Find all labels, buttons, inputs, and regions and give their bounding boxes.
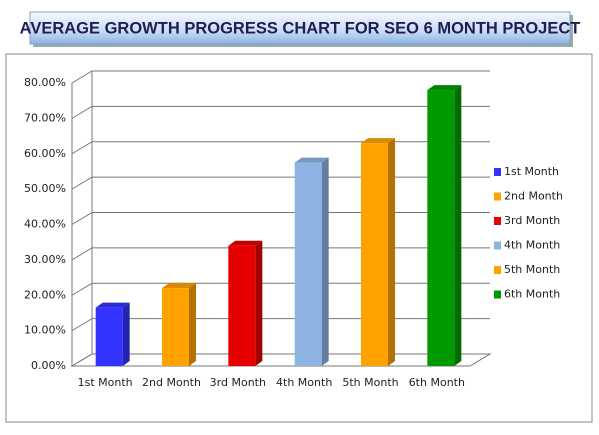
grid-line	[71, 141, 490, 155]
grid-line	[71, 212, 490, 225]
legend-swatch	[494, 290, 501, 299]
bar-top	[294, 157, 329, 163]
banner	[29, 11, 571, 45]
bar-side	[321, 157, 329, 366]
bar-top	[427, 85, 462, 91]
legend-label: 4th Month	[504, 239, 560, 252]
bar	[427, 90, 455, 366]
bar-side	[454, 85, 462, 366]
legend-label: 2nd Month	[504, 190, 563, 203]
x-tick-label: 6th Month	[409, 376, 465, 389]
bar-top	[361, 138, 395, 144]
x-tick-label: 2nd Month	[142, 376, 201, 389]
y-tick-label: 60.00%	[24, 147, 66, 160]
y-tick-label: 70.00%	[24, 111, 66, 124]
grid-line	[71, 176, 490, 190]
x-tick-label: 3rd Month	[210, 376, 266, 389]
x-tick-label: 1st Month	[78, 376, 133, 389]
legend-swatch	[494, 168, 501, 176]
bar	[95, 307, 123, 366]
legend-swatch	[494, 266, 501, 274]
y-tick-label: 0.00%	[31, 359, 66, 372]
legend-swatch	[494, 241, 501, 250]
grid-line	[71, 105, 490, 119]
grid-line	[71, 70, 490, 84]
legend-swatch	[494, 192, 501, 201]
y-tick-label: 10.00%	[24, 324, 66, 337]
bar	[162, 288, 189, 366]
y-tick-label: 40.00%	[24, 218, 66, 231]
x-tick-label: 4th Month	[276, 376, 332, 389]
x-tick-label: 5th Month	[342, 376, 398, 389]
y-tick-label: 20.00%	[24, 288, 66, 301]
bar	[294, 162, 322, 366]
bar	[361, 143, 388, 366]
bar-top	[95, 302, 130, 308]
legend-swatch	[494, 217, 501, 225]
legend-label: 5th Month	[504, 263, 560, 276]
floor	[70, 353, 492, 367]
bar-side	[189, 283, 196, 366]
bar-side	[388, 138, 395, 366]
y-tick-label: 80.00%	[24, 76, 66, 89]
grid-line	[71, 353, 490, 367]
bar-top	[162, 283, 196, 289]
y-tick-label: 30.00%	[24, 253, 66, 266]
chart-title: AVERAGE GROWTH PROGRESS CHART FOR SEO 6 …	[20, 19, 581, 37]
y-tick-label: 50.00%	[24, 182, 66, 195]
bar	[228, 245, 256, 366]
grid-line	[71, 318, 490, 332]
legend-label: 3rd Month	[504, 214, 560, 227]
bar-side	[122, 302, 130, 366]
bar-top	[228, 240, 263, 246]
legend-label: 6th Month	[504, 288, 560, 301]
legend-label: 1st Month	[504, 165, 559, 178]
grid-line	[71, 282, 490, 296]
bar-side	[255, 240, 263, 366]
grid-line	[71, 247, 490, 261]
